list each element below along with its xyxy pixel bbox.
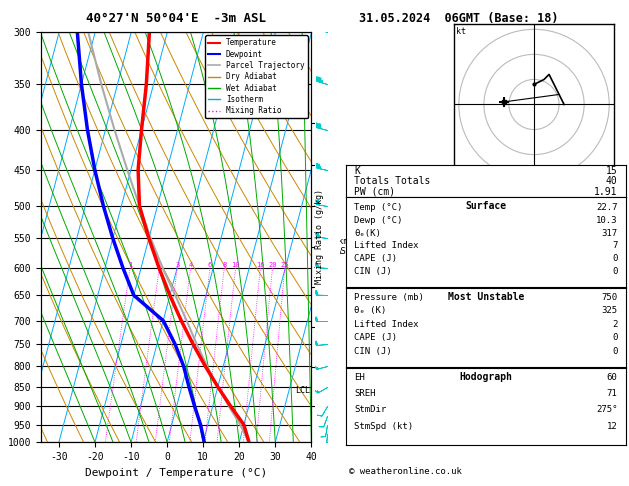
Text: θₑ (K): θₑ (K) [354, 306, 387, 315]
Text: LCL: LCL [295, 386, 310, 395]
Text: 60: 60 [607, 373, 618, 382]
Text: CAPE (J): CAPE (J) [354, 254, 398, 263]
Y-axis label: hPa: hPa [0, 227, 2, 247]
X-axis label: Dewpoint / Temperature (°C): Dewpoint / Temperature (°C) [85, 468, 267, 478]
Text: 8: 8 [222, 262, 226, 268]
Text: 31.05.2024  06GMT (Base: 18): 31.05.2024 06GMT (Base: 18) [359, 12, 559, 25]
Legend: Temperature, Dewpoint, Parcel Trajectory, Dry Adiabat, Wet Adiabat, Isotherm, Mi: Temperature, Dewpoint, Parcel Trajectory… [205, 35, 308, 118]
Text: 10: 10 [231, 262, 240, 268]
Text: Dewp (°C): Dewp (°C) [354, 216, 403, 225]
Text: K: K [354, 166, 360, 175]
Text: 0: 0 [612, 347, 618, 356]
Text: 25: 25 [281, 262, 289, 268]
Text: 2: 2 [157, 262, 162, 268]
Text: 750: 750 [601, 293, 618, 302]
Text: CAPE (J): CAPE (J) [354, 333, 398, 342]
Text: 10.3: 10.3 [596, 216, 618, 225]
Text: Hodograph: Hodograph [459, 372, 513, 382]
Text: 0: 0 [612, 267, 618, 276]
Text: StmDir: StmDir [354, 405, 387, 414]
Text: kt: kt [456, 27, 466, 36]
Text: Lifted Index: Lifted Index [354, 320, 419, 329]
Text: CIN (J): CIN (J) [354, 347, 392, 356]
Text: 71: 71 [607, 389, 618, 398]
Text: 1: 1 [128, 262, 132, 268]
Text: 7: 7 [612, 242, 618, 250]
Text: 317: 317 [601, 228, 618, 238]
Y-axis label: km
ASL: km ASL [335, 237, 352, 256]
Text: 1.91: 1.91 [594, 187, 618, 196]
Text: Mixing Ratio (g/kg): Mixing Ratio (g/kg) [314, 190, 323, 284]
Text: 12: 12 [607, 421, 618, 431]
Text: 4: 4 [189, 262, 192, 268]
Text: 2: 2 [612, 320, 618, 329]
Text: Most Unstable: Most Unstable [448, 292, 524, 302]
Text: CIN (J): CIN (J) [354, 267, 392, 276]
Text: 325: 325 [601, 306, 618, 315]
Text: 16: 16 [256, 262, 265, 268]
Text: Lifted Index: Lifted Index [354, 242, 419, 250]
Text: Pressure (mb): Pressure (mb) [354, 293, 424, 302]
Text: EH: EH [354, 373, 365, 382]
Text: PW (cm): PW (cm) [354, 187, 396, 196]
Text: 20: 20 [268, 262, 277, 268]
Text: 40: 40 [606, 176, 618, 186]
Text: θₑ(K): θₑ(K) [354, 228, 381, 238]
Text: SREH: SREH [354, 389, 376, 398]
Text: Totals Totals: Totals Totals [354, 176, 431, 186]
Text: 0: 0 [612, 333, 618, 342]
Text: 6: 6 [208, 262, 212, 268]
Text: 40°27'N 50°04'E  -3m ASL: 40°27'N 50°04'E -3m ASL [86, 12, 266, 25]
Text: 0: 0 [612, 254, 618, 263]
Text: Temp (°C): Temp (°C) [354, 203, 403, 212]
Text: 22.7: 22.7 [596, 203, 618, 212]
Text: Surface: Surface [465, 201, 506, 211]
Text: StmSpd (kt): StmSpd (kt) [354, 421, 413, 431]
Text: © weatheronline.co.uk: © weatheronline.co.uk [349, 467, 462, 476]
Text: 3: 3 [175, 262, 179, 268]
Text: 15: 15 [606, 166, 618, 175]
Text: 275°: 275° [596, 405, 618, 414]
